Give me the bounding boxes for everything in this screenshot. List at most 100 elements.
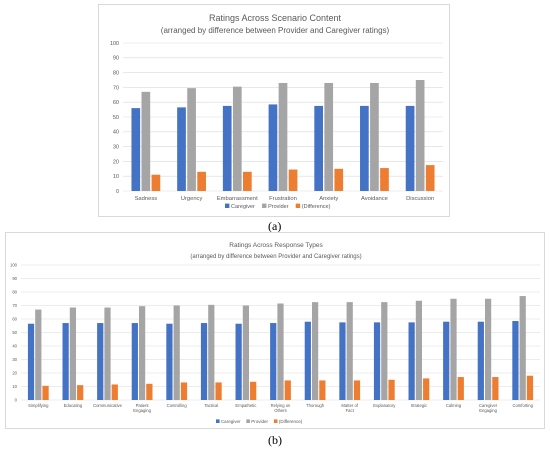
x-category-label: Discussion [406, 196, 434, 202]
bar-provider [415, 80, 425, 191]
y-tick-label: 40 [113, 130, 119, 136]
bar-caregiver [268, 104, 278, 191]
bar-difference [334, 168, 344, 191]
legend-label: Provider [268, 204, 289, 210]
chart-title: Ratings Across Response Types [229, 242, 323, 249]
bar-difference [243, 171, 252, 191]
bar-caregiver [512, 321, 519, 400]
y-tick-label: 70 [113, 85, 119, 91]
bar-difference [111, 384, 118, 400]
y-tick-label: 90 [113, 56, 119, 62]
bar-difference [425, 165, 435, 191]
y-tick-label: 60 [12, 316, 17, 321]
chart-panel-a: Ratings Across Scenario Content (arranged… [98, 4, 450, 217]
bar-provider [187, 88, 196, 191]
chart-title: Ratings Across Scenario Content [209, 13, 342, 23]
y-tick-label: 40 [12, 343, 17, 348]
chart-subtitle: (arranged by difference between Provider… [161, 26, 390, 35]
bar-provider [138, 306, 146, 400]
bar-difference [197, 171, 206, 191]
x-category-label: Urgency [181, 196, 203, 202]
bar-provider [381, 302, 388, 400]
bar-caregiver [200, 323, 208, 400]
y-tick-label: 90 [12, 276, 17, 281]
chart-subtitle: (arranged by difference between Provider… [190, 254, 361, 260]
y-tick-label: 50 [113, 115, 119, 121]
bar-caregiver [131, 108, 141, 191]
x-category-label: Avoidance [361, 196, 388, 202]
bar-caregiver [360, 105, 369, 191]
y-tick-label: 10 [113, 174, 119, 180]
bar-difference [526, 375, 534, 400]
chart-panel-b: Ratings Across Response Types (arranged b… [5, 232, 545, 429]
bar-provider [208, 304, 215, 400]
bar-provider [415, 300, 423, 400]
bar-caregiver [62, 323, 69, 400]
bar-provider [311, 302, 319, 400]
bar-difference [319, 380, 326, 400]
bar-caregiver [477, 321, 484, 400]
scenario-content-chart: Ratings Across Scenario Content (arranged… [110, 13, 443, 210]
bar-difference [423, 378, 430, 400]
bar-provider [232, 86, 242, 191]
bar-provider [242, 305, 250, 400]
bar-difference [457, 377, 464, 400]
caption-a: (a) [268, 219, 282, 233]
bar-caregiver [373, 322, 381, 400]
caption-b: (b) [268, 433, 282, 447]
legend-swatch [273, 419, 278, 423]
bar-provider [484, 298, 492, 400]
bar-caregiver [166, 323, 173, 400]
bar-difference [388, 379, 395, 400]
bar-caregiver [177, 107, 186, 191]
bar-provider [104, 307, 111, 400]
bar-difference [250, 381, 257, 400]
bar-caregiver [131, 323, 138, 400]
legend-label: (Difference) [279, 419, 303, 424]
bar-difference [353, 380, 361, 400]
y-tick-label: 50 [12, 330, 17, 335]
bar-provider [278, 82, 288, 191]
x-category-label: Explanatory [373, 403, 396, 408]
x-category-label: Calming [446, 403, 462, 408]
x-category-label: Thorough [306, 403, 325, 408]
bar-provider [69, 307, 77, 400]
y-tick-label: 30 [12, 357, 17, 362]
x-category-label: Caregiver Engaging [479, 403, 498, 413]
x-category-label: Simplifying [28, 403, 49, 408]
bar-difference [180, 382, 188, 400]
x-category-label: Relying on Others [271, 403, 291, 413]
bar-difference [151, 174, 161, 191]
bar-provider [173, 305, 180, 400]
legend-label: Caregiver [221, 419, 241, 424]
legend-label: Provider [251, 419, 268, 424]
bar-provider [370, 82, 379, 191]
legend-label: (Difference) [302, 204, 331, 210]
y-tick-label: 100 [110, 41, 119, 47]
x-category-label: Comforting [512, 403, 533, 408]
x-category-label: Anxiety [319, 196, 338, 202]
legend-swatch [295, 203, 301, 208]
legend-swatch [246, 419, 250, 423]
bar-difference [77, 385, 84, 400]
x-category-label: Matter of Fact [341, 403, 358, 413]
y-tick-label: 20 [12, 370, 17, 375]
x-category-label: Strategic [411, 403, 428, 408]
bar-caregiver [270, 323, 277, 400]
y-tick-label: 80 [113, 71, 119, 77]
x-category-label: Educating [64, 403, 83, 408]
bar-difference [288, 169, 298, 191]
bar-caregiver [443, 321, 450, 400]
bar-provider [519, 296, 526, 400]
y-tick-label: 100 [10, 262, 18, 267]
y-tick-label: 0 [15, 397, 18, 402]
y-tick-label: 60 [113, 100, 119, 106]
x-category-label: Frustration [269, 196, 297, 202]
y-tick-label: 10 [12, 384, 17, 389]
bar-caregiver [97, 323, 104, 400]
y-tick-label: 80 [12, 289, 17, 294]
bar-caregiver [339, 322, 346, 400]
bar-difference [380, 168, 389, 191]
y-tick-label: 30 [113, 145, 119, 151]
y-tick-label: 70 [12, 303, 17, 308]
